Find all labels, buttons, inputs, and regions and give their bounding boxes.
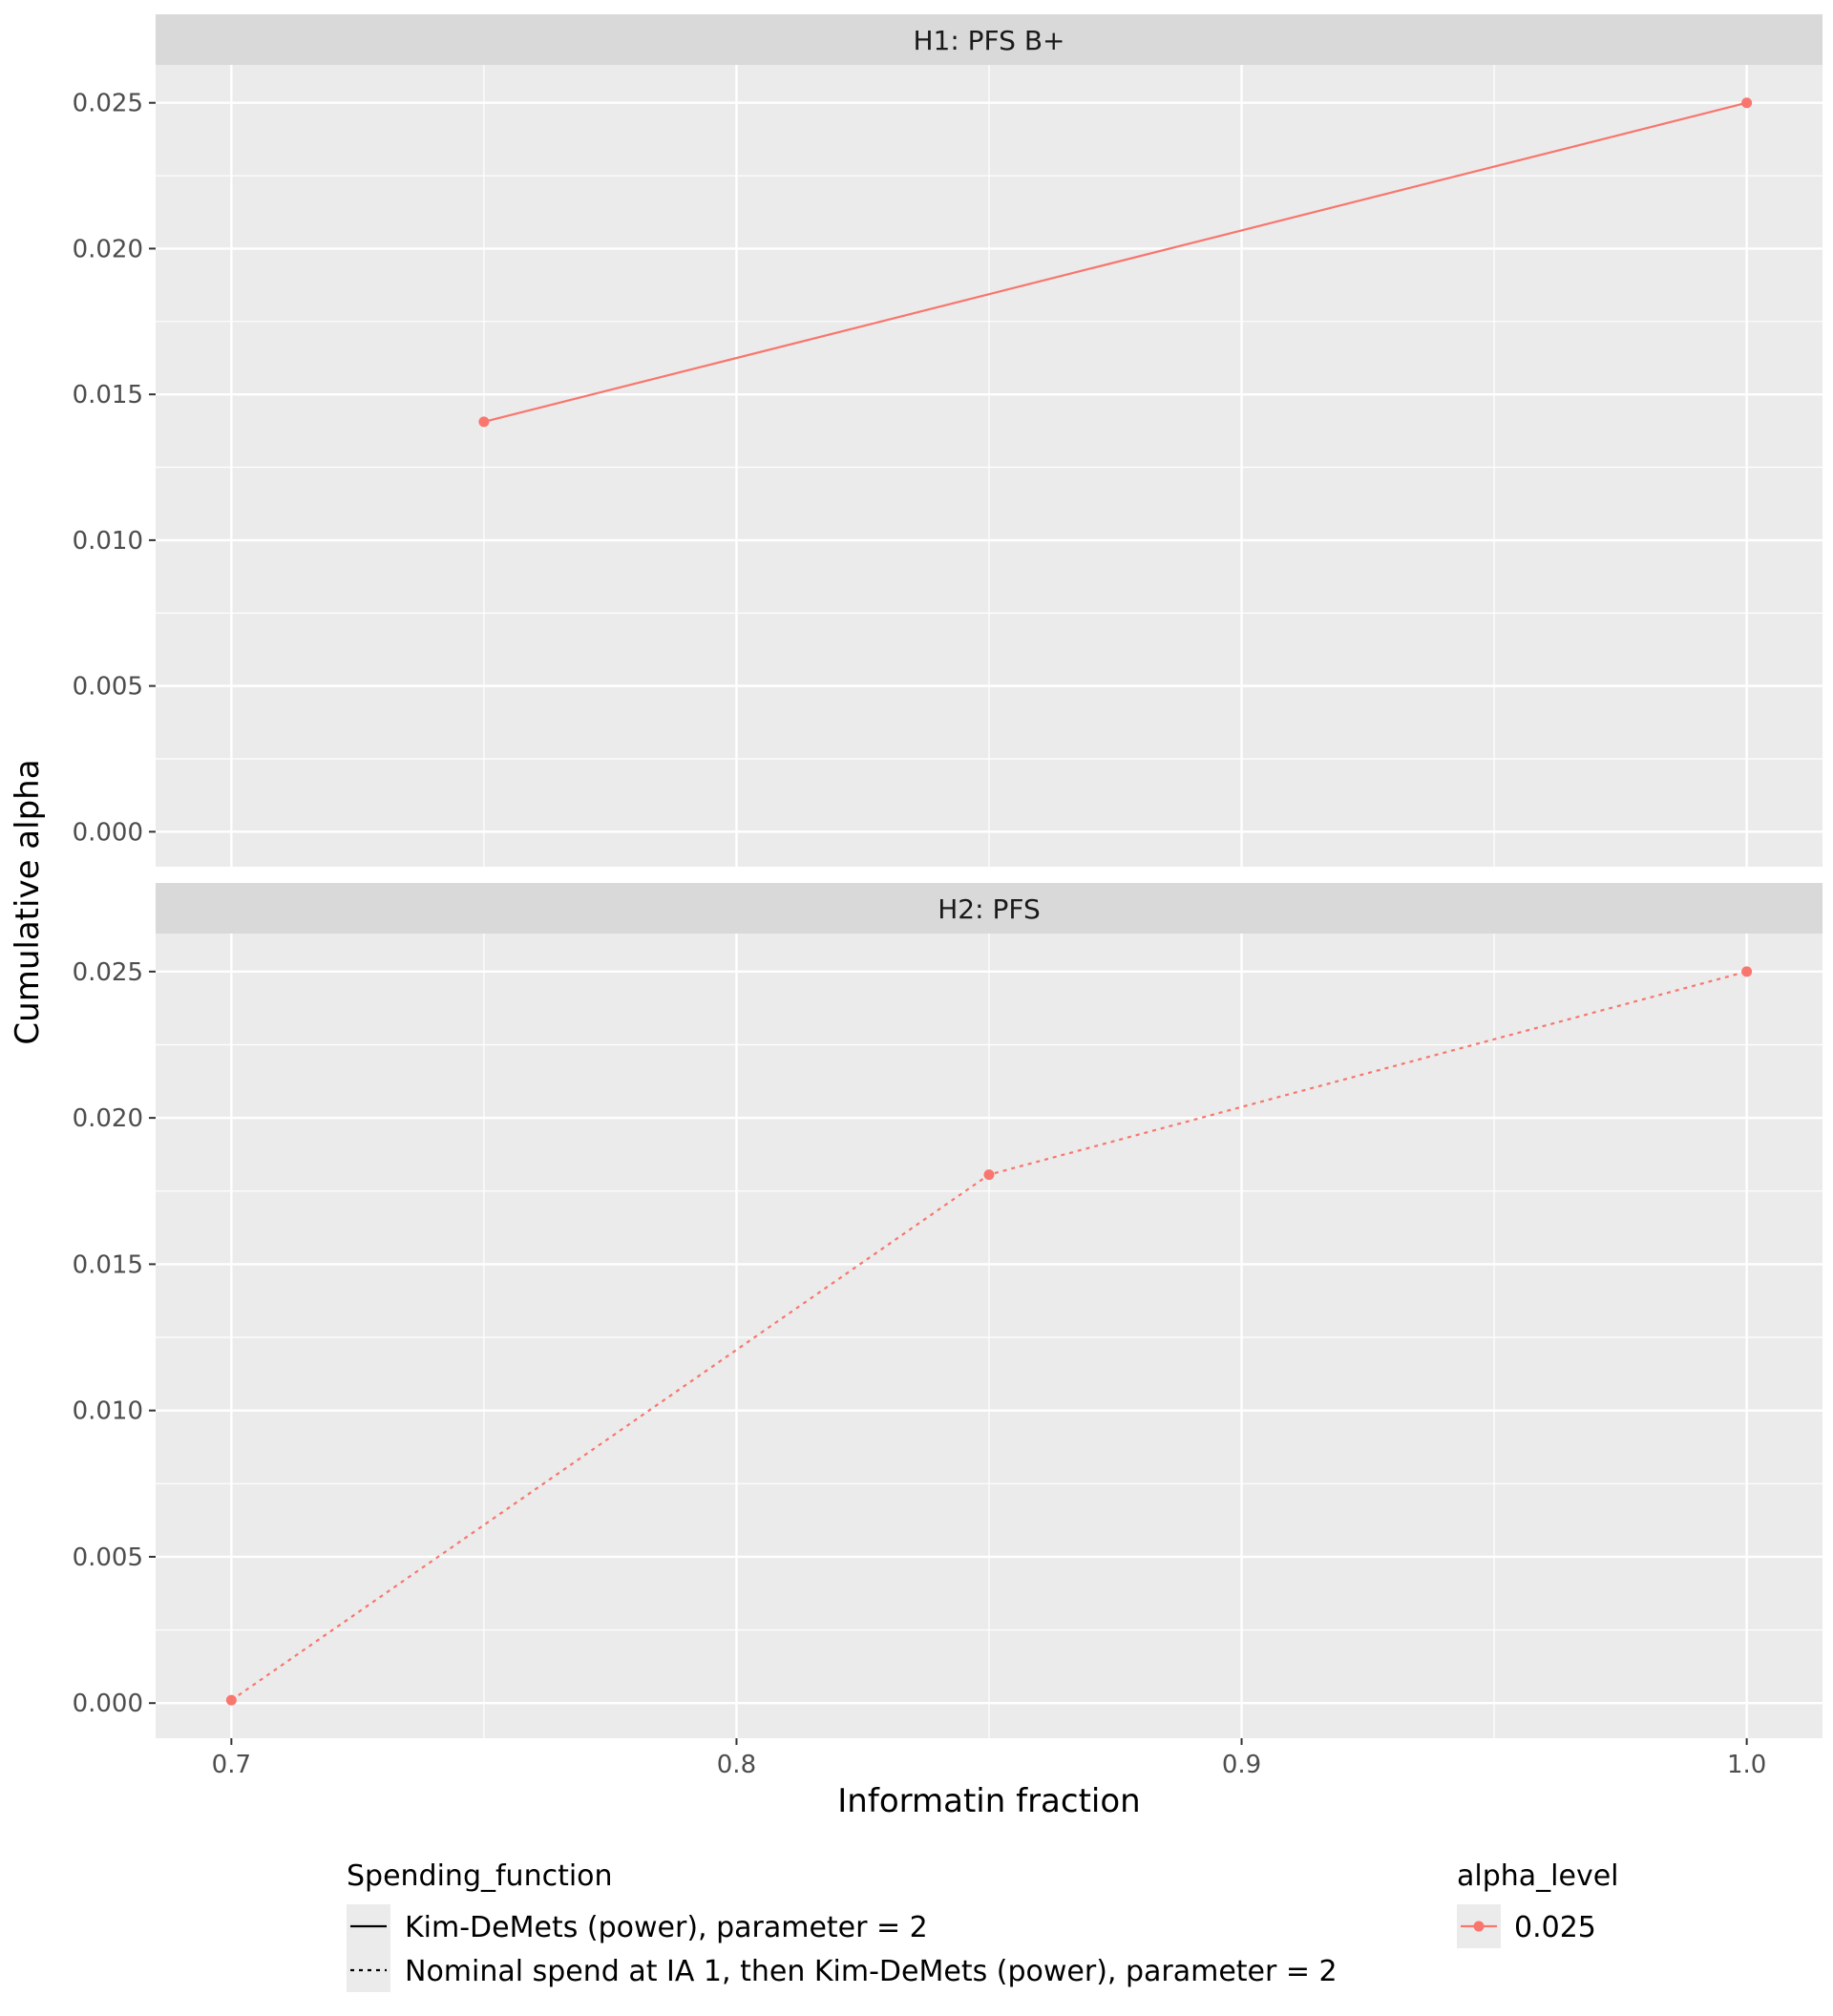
panel-h1-series [478,97,1753,428]
data-point [1741,966,1753,977]
panel-h1-strip [156,14,1822,65]
panel-h1: H1: PFS B+ [149,14,1822,867]
y-tick-label: 0.005 [73,673,143,702]
panel-h1-grid [156,65,1822,867]
y-tick-label: 0.025 [73,958,143,987]
series-line [483,101,1747,423]
panel-h2-strip [156,883,1822,934]
panel-h1-strip-label: H1: PFS B+ [913,25,1064,56]
y-tick-label: 0.010 [73,527,143,556]
y-tick-label: 0.000 [73,1690,143,1718]
legend-spending-function-title: Spending_function [347,1859,613,1893]
data-point [983,1169,995,1181]
x-tick-label: 0.8 [717,1751,756,1779]
panel-h2: H2: PFS [149,883,1822,1745]
panel-h1-y-axis: 0.000 0.005 0.010 0.015 0.020 0.025 [73,90,143,848]
x-tick-label: 0.7 [212,1751,251,1779]
y-tick-label: 0.015 [73,381,143,410]
y-tick-label: 0.005 [73,1544,143,1572]
legend-alpha-level: alpha_level 0.025 [1457,1859,1619,1948]
legend-spending-function: Spending_function Kim-DeMets (power), pa… [347,1859,1338,1992]
data-point [1741,97,1753,109]
data-point [225,1694,237,1706]
y-tick-label: 0.020 [73,1104,143,1133]
x-tick-label: 0.9 [1222,1751,1261,1779]
panel-h2-grid [156,934,1822,1738]
panel-h2-series [225,966,1753,1706]
legend-spending-function-label: Nominal spend at IA 1, then Kim-DeMets (… [405,1955,1338,1988]
y-tick-label: 0.015 [73,1250,143,1279]
y-tick-label: 0.000 [73,818,143,847]
y-axis-title: Cumulative alpha [9,759,47,1044]
panel-h2-strip-label: H2: PFS [938,893,1040,925]
x-axis: 0.7 0.8 0.9 1.0 [212,1751,1767,1779]
legend-alpha-level-title: alpha_level [1457,1859,1619,1893]
legend-spending-function-label: Kim-DeMets (power), parameter = 2 [405,1911,928,1944]
x-tick-label: 1.0 [1727,1751,1766,1779]
legend-alpha-level-label: 0.025 [1514,1911,1596,1944]
legend-key-colour-point [1473,1921,1485,1932]
y-tick-label: 0.020 [73,235,143,263]
data-point [478,416,490,428]
y-tick-label: 0.025 [73,90,143,118]
y-tick-label: 0.010 [73,1397,143,1426]
panel-h2-y-axis: 0.000 0.005 0.010 0.015 0.020 0.025 [73,958,143,1718]
x-axis-title: Informatin fraction [837,1782,1140,1820]
